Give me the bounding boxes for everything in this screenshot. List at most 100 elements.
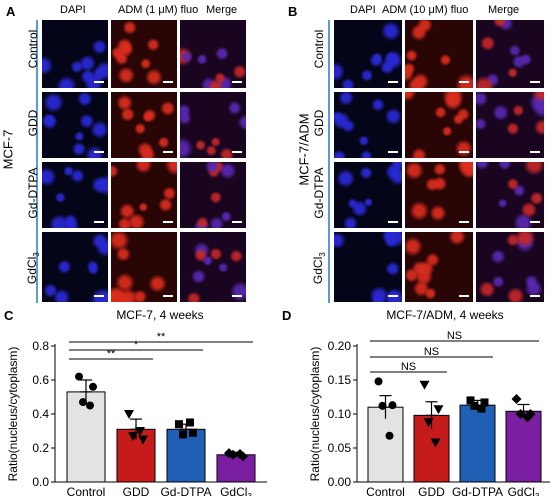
data-point bbox=[186, 418, 194, 427]
data-point bbox=[138, 435, 148, 445]
scale-bar bbox=[459, 81, 469, 83]
micrograph-dapi bbox=[334, 162, 402, 228]
panel-b-group-label: MCF-7/ADM bbox=[296, 113, 312, 186]
y-tick-label: 0.10 bbox=[328, 407, 352, 421]
data-point bbox=[511, 394, 522, 405]
data-point bbox=[522, 412, 533, 423]
x-tick-label: GdCl3 bbox=[220, 485, 252, 496]
scale-bar bbox=[163, 221, 173, 223]
micrograph-adm bbox=[111, 20, 177, 88]
panel-a-col-dapi: DAPI bbox=[60, 4, 86, 16]
micrograph-adm bbox=[111, 92, 177, 158]
chart-d: Ratio(nucleus/cytoplasm) 0.00 0.05 0.10 0.15… bbox=[308, 330, 550, 496]
panel-b-col-adm: ADM (10 μM) fluo bbox=[382, 4, 469, 16]
y-tick-label: 0.15 bbox=[328, 373, 352, 387]
micrograph-dapi bbox=[42, 20, 108, 88]
significance-label: NS bbox=[424, 346, 439, 358]
y-tick-label: 0.0 bbox=[32, 475, 49, 489]
scale-bar bbox=[232, 151, 242, 153]
data-point bbox=[385, 431, 394, 440]
y-axis-label: Ratio(nucleus/cytoplasm) bbox=[6, 347, 20, 482]
significance-label: NS bbox=[401, 361, 416, 373]
y-tick-label: 0.4 bbox=[32, 407, 49, 421]
data-point bbox=[135, 427, 145, 436]
scale-bar bbox=[94, 295, 104, 297]
data-point bbox=[189, 428, 197, 437]
data-point bbox=[128, 432, 138, 442]
micrograph-merge bbox=[180, 232, 246, 302]
chart-d-title: MCF-7/ADM, 4 weeks bbox=[386, 308, 504, 322]
micrograph-merge bbox=[476, 162, 544, 228]
micrograph-merge bbox=[476, 92, 544, 158]
micrograph-merge bbox=[180, 92, 246, 158]
data-point bbox=[423, 418, 434, 428]
micrograph-dapi bbox=[42, 232, 108, 302]
panel-a-col-adm: ADM (1 μM) fluo bbox=[118, 4, 199, 16]
panel-d-label: D bbox=[282, 308, 292, 323]
data-point bbox=[515, 409, 526, 419]
y-tick-label: 0.2 bbox=[32, 441, 49, 455]
scale-bar bbox=[459, 221, 469, 223]
panel-b-col-merge: Merge bbox=[488, 4, 520, 16]
bar-gdcl3 bbox=[216, 454, 256, 483]
panel-a-divider bbox=[36, 20, 38, 303]
scale-bar bbox=[388, 151, 398, 153]
chart-c-title: MCF-7, 4 weeks bbox=[116, 308, 204, 322]
panel-a-row-control: Control bbox=[26, 29, 40, 69]
significance-label: ** bbox=[157, 331, 166, 343]
x-tick-label: GDD bbox=[418, 485, 445, 496]
panel-a-row-gdd: GDD bbox=[26, 109, 40, 137]
significance-label: NS bbox=[447, 330, 462, 342]
x-tick-label: GdCl3 bbox=[508, 485, 540, 496]
significance-label: * bbox=[134, 339, 139, 351]
data-point bbox=[89, 382, 97, 391]
scale-bar bbox=[459, 151, 469, 153]
panel-b-row-gd-dtpa: Gd-DTPA bbox=[312, 167, 326, 219]
micrograph-adm bbox=[111, 232, 177, 302]
micrograph-merge bbox=[180, 162, 246, 228]
scale-bar bbox=[388, 295, 398, 297]
scale-bar bbox=[163, 151, 173, 153]
scale-bar bbox=[232, 295, 242, 297]
scale-bar bbox=[232, 81, 242, 83]
data-point bbox=[175, 420, 183, 429]
x-tick-label: Gd-DTPA bbox=[452, 485, 503, 496]
data-point bbox=[374, 377, 383, 386]
scale-bar bbox=[530, 221, 540, 223]
panel-a-label: A bbox=[6, 4, 16, 19]
y-tick-label: 0.05 bbox=[328, 441, 352, 455]
data-point bbox=[86, 401, 94, 410]
data-point bbox=[466, 396, 475, 405]
data-point bbox=[75, 372, 83, 381]
micrograph-merge bbox=[476, 20, 544, 88]
bar-control bbox=[66, 391, 106, 483]
micrograph-merge bbox=[476, 232, 544, 302]
data-point bbox=[419, 380, 430, 390]
x-tick-label: Control bbox=[366, 485, 405, 496]
panel-c-label: C bbox=[4, 308, 14, 323]
scale-bar bbox=[459, 295, 469, 297]
micrograph-merge bbox=[180, 20, 246, 88]
micrograph-dapi bbox=[334, 232, 402, 302]
bar-gd-dtpa bbox=[459, 404, 496, 483]
scale-bar bbox=[530, 295, 540, 297]
scale-bar bbox=[94, 81, 104, 83]
micrograph-dapi bbox=[42, 162, 108, 228]
panel-a-col-merge: Merge bbox=[206, 4, 238, 16]
panel-b-row-control: Control bbox=[312, 29, 326, 69]
panel-b-row-gdcl3: GdCl3 bbox=[310, 252, 328, 285]
panel-b-label: B bbox=[288, 4, 298, 19]
data-point bbox=[378, 401, 387, 410]
micrograph-dapi bbox=[334, 92, 402, 158]
scale-bar bbox=[94, 151, 104, 153]
scale-bar bbox=[388, 81, 398, 83]
data-point bbox=[480, 398, 489, 407]
panel-b-divider bbox=[328, 20, 330, 303]
scale-bar bbox=[163, 295, 173, 297]
x-tick-label: GDD bbox=[123, 485, 150, 496]
scale-bar bbox=[530, 151, 540, 153]
data-point bbox=[430, 438, 441, 448]
data-point bbox=[179, 430, 187, 439]
significance-label: ** bbox=[107, 348, 116, 360]
scale-bar bbox=[530, 81, 540, 83]
